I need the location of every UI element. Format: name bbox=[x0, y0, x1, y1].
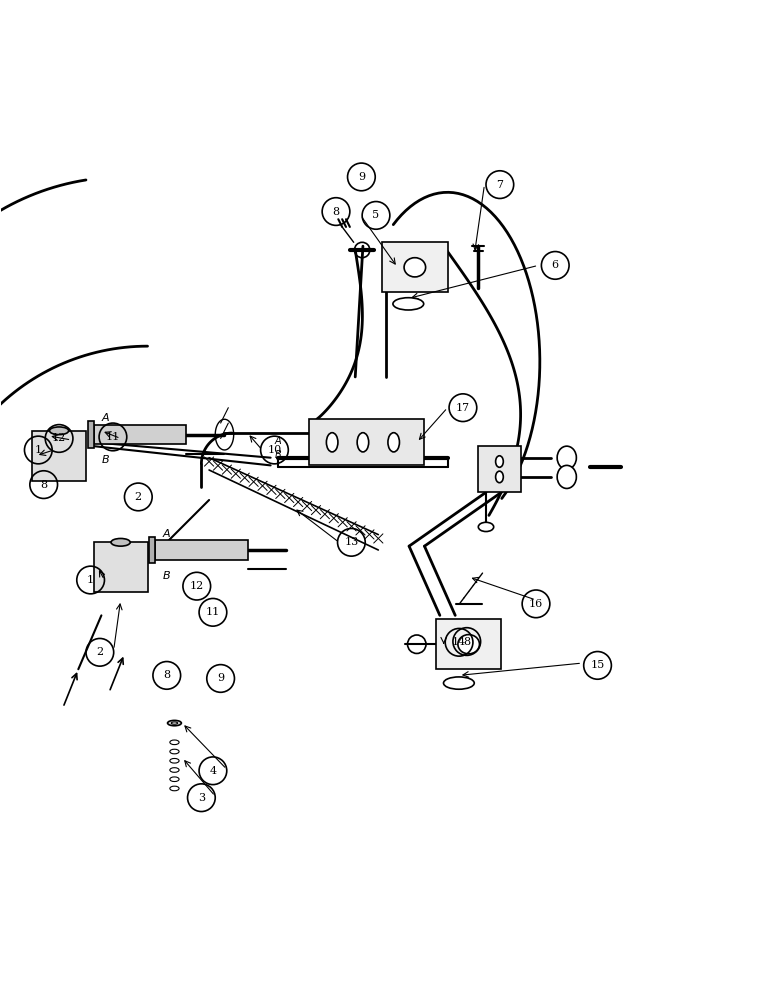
FancyBboxPatch shape bbox=[93, 425, 186, 444]
Text: 8: 8 bbox=[163, 670, 171, 680]
Text: 3: 3 bbox=[198, 793, 205, 803]
FancyBboxPatch shape bbox=[155, 540, 248, 560]
FancyBboxPatch shape bbox=[93, 542, 147, 592]
Text: 10: 10 bbox=[267, 445, 282, 455]
Text: 8: 8 bbox=[463, 637, 470, 647]
Text: 7: 7 bbox=[496, 180, 503, 190]
Text: 16: 16 bbox=[529, 599, 543, 609]
Text: A: A bbox=[275, 436, 281, 446]
FancyBboxPatch shape bbox=[149, 537, 155, 563]
Ellipse shape bbox=[479, 522, 493, 532]
Text: 12: 12 bbox=[190, 581, 204, 591]
Ellipse shape bbox=[327, 433, 338, 452]
FancyBboxPatch shape bbox=[479, 446, 520, 492]
Text: 13: 13 bbox=[344, 537, 358, 547]
FancyBboxPatch shape bbox=[32, 431, 86, 481]
Text: 17: 17 bbox=[455, 403, 470, 413]
Text: 1: 1 bbox=[35, 445, 42, 455]
FancyBboxPatch shape bbox=[87, 421, 93, 448]
Ellipse shape bbox=[496, 456, 503, 467]
Text: 6: 6 bbox=[552, 260, 559, 270]
Ellipse shape bbox=[393, 298, 424, 310]
Text: 11: 11 bbox=[206, 607, 220, 617]
Ellipse shape bbox=[49, 427, 69, 435]
Text: 12: 12 bbox=[52, 433, 66, 443]
Text: 8: 8 bbox=[333, 207, 340, 217]
Text: 2: 2 bbox=[96, 647, 103, 657]
Text: 14: 14 bbox=[452, 637, 466, 647]
Ellipse shape bbox=[357, 433, 369, 452]
Ellipse shape bbox=[404, 258, 425, 277]
Ellipse shape bbox=[111, 538, 130, 546]
Text: 5: 5 bbox=[372, 210, 380, 220]
Text: 8: 8 bbox=[40, 480, 47, 490]
Text: B: B bbox=[101, 455, 109, 465]
Ellipse shape bbox=[458, 635, 479, 654]
Text: B: B bbox=[275, 450, 281, 460]
Text: 4: 4 bbox=[209, 766, 216, 776]
Text: 11: 11 bbox=[106, 432, 120, 442]
Ellipse shape bbox=[557, 465, 577, 488]
FancyBboxPatch shape bbox=[436, 619, 501, 669]
Text: A: A bbox=[163, 529, 171, 539]
Text: B: B bbox=[163, 571, 171, 581]
Text: A: A bbox=[101, 413, 109, 423]
Ellipse shape bbox=[443, 677, 474, 689]
FancyBboxPatch shape bbox=[309, 419, 425, 465]
Ellipse shape bbox=[496, 471, 503, 483]
Ellipse shape bbox=[388, 433, 399, 452]
Text: 2: 2 bbox=[135, 492, 142, 502]
Text: 1: 1 bbox=[87, 575, 94, 585]
Text: 15: 15 bbox=[591, 660, 604, 670]
Ellipse shape bbox=[557, 446, 577, 469]
Text: 9: 9 bbox=[217, 673, 224, 683]
FancyBboxPatch shape bbox=[382, 242, 448, 292]
Ellipse shape bbox=[171, 722, 178, 724]
Text: 9: 9 bbox=[358, 172, 365, 182]
Ellipse shape bbox=[168, 720, 181, 726]
